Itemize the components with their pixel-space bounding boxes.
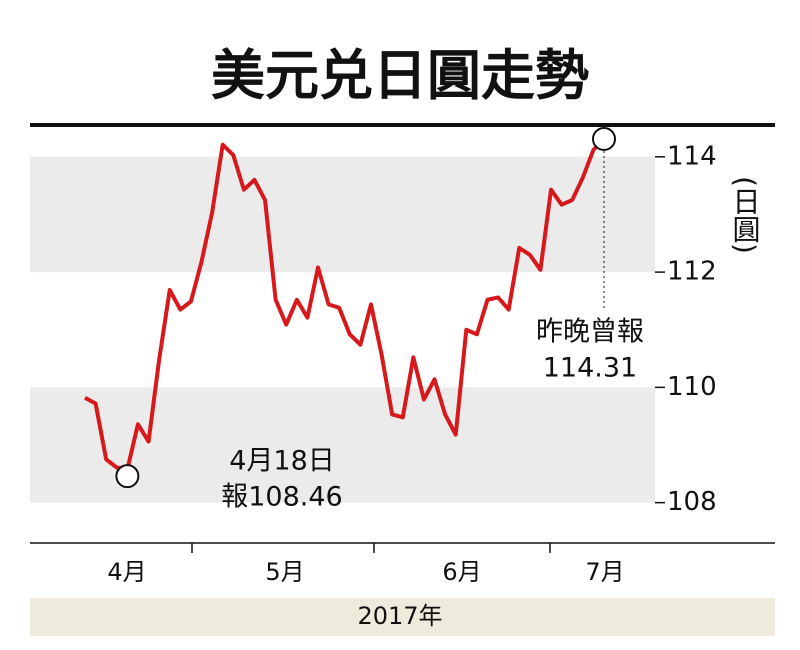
price-line: [84, 137, 606, 472]
year-band: [30, 598, 775, 636]
x-tick-label: 5月: [265, 558, 304, 586]
y-tick-label: 108: [667, 487, 717, 517]
annotation-marker: [592, 126, 616, 151]
x-tick-label: 7月: [585, 558, 624, 586]
annotation-text: 報108.46: [221, 482, 342, 513]
annotation-text: 4月18日: [229, 446, 335, 477]
grid-band: [30, 156, 655, 273]
annotation-text: 昨晚曾報: [536, 317, 644, 348]
y-tick-label: 110: [667, 372, 717, 402]
x-tick-label: 4月: [107, 558, 146, 586]
annotation-text: 114.31: [543, 353, 637, 384]
x-title: 2017年: [357, 602, 442, 630]
annotation-marker: [115, 464, 140, 489]
x-tick-label: 6月: [442, 558, 481, 586]
chart-title: 美元兑日圓走勢: [211, 43, 589, 107]
y-tick-label: 114: [667, 141, 717, 171]
y-label: (日圓): [729, 176, 762, 254]
y-tick-label: 112: [667, 257, 717, 287]
